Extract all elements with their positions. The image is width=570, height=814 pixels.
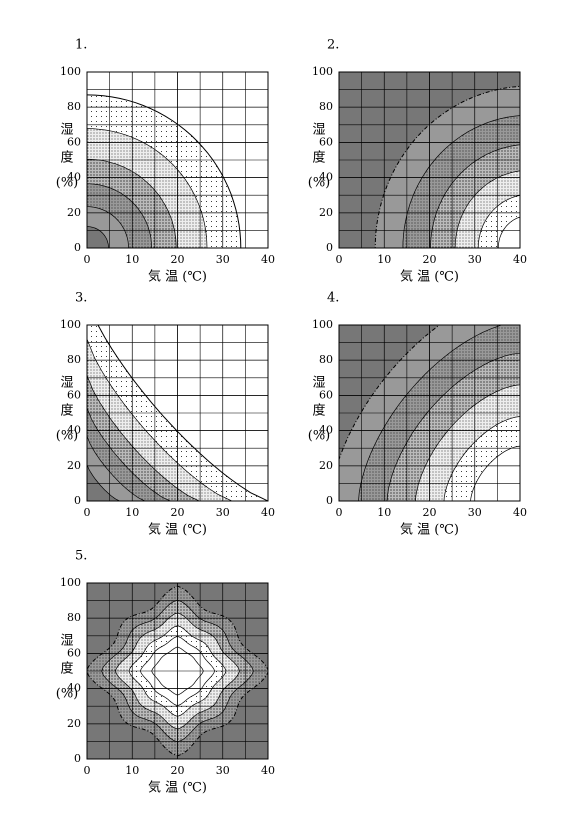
y-tick-label: 0	[326, 494, 333, 507]
y-tick-label: 20	[67, 206, 81, 219]
chart-title: 5.	[75, 549, 87, 564]
chart-title: 2.	[327, 38, 339, 53]
y-tick-label: 40	[319, 424, 333, 437]
x-tick-label: 40	[261, 764, 275, 777]
zone	[87, 226, 109, 248]
y-axis-label: 湿	[60, 123, 73, 138]
y-tick-label: 100	[312, 318, 333, 331]
y-axis-label: 度	[60, 150, 73, 166]
y-tick-label: 80	[67, 611, 81, 624]
zone	[470, 445, 520, 501]
y-tick-label: 100	[60, 65, 81, 78]
chart: 4. 0 20 40 60 80 100 0 10 20 30 40 気 温 (℃) 湿度 (%)	[308, 291, 527, 538]
chart: 2. 0 20 40 60 80 100 0 10 20 30 40 気 温 (℃) 湿度 (%)	[308, 38, 527, 285]
x-tick-label: 0	[336, 506, 343, 519]
chart-title: 3.	[75, 291, 87, 306]
x-axis-label: 気 温 (℃)	[148, 269, 207, 285]
x-tick-label: 30	[216, 253, 230, 266]
x-tick-label: 0	[84, 253, 91, 266]
x-axis-label: 気 温 (℃)	[400, 522, 459, 538]
x-tick-label: 10	[377, 253, 391, 266]
y-axis-label: 度	[60, 661, 73, 677]
y-axis-label: 湿	[312, 123, 325, 138]
y-tick-label: 0	[326, 241, 333, 254]
y-tick-label: 0	[74, 241, 81, 254]
y-axis-label: 湿	[60, 376, 73, 391]
y-axis-label: (%)	[56, 429, 79, 444]
x-tick-label: 40	[513, 253, 527, 266]
plot-frame	[86, 582, 269, 760]
y-tick-label: 20	[67, 459, 81, 472]
chart-title: 4.	[327, 291, 339, 306]
y-tick-label: 80	[67, 353, 81, 366]
x-tick-label: 40	[261, 253, 275, 266]
plot-frame	[338, 324, 521, 502]
x-tick-label: 20	[171, 764, 185, 777]
chart: 1. 0 20 40 60 80 100 0 10 20 30 40 気 温 (℃) 湿度 (%)	[56, 38, 275, 285]
x-tick-label: 40	[261, 506, 275, 519]
y-tick-label: 20	[319, 206, 333, 219]
x-tick-label: 10	[377, 506, 391, 519]
chart: 5. 0 20 40 60 80 100 0 10 20 30 40 気 温 (℃) 湿度 (%)	[56, 549, 275, 796]
y-tick-label: 60	[319, 135, 333, 148]
y-tick-label: 60	[319, 388, 333, 401]
y-tick-label: 20	[319, 459, 333, 472]
y-tick-label: 100	[60, 318, 81, 331]
y-tick-label: 40	[67, 682, 81, 695]
plot-frame	[338, 71, 521, 249]
y-tick-label: 60	[67, 646, 81, 659]
plot-frame	[86, 71, 269, 249]
chart: 3. 0 20 40 60 80 100 0 10 20 30 40 気 温 (℃) 湿度 (%)	[56, 291, 275, 538]
x-axis-label: 気 温 (℃)	[148, 522, 207, 538]
y-tick-label: 80	[319, 353, 333, 366]
y-axis-label: 度	[60, 403, 73, 419]
chart-title: 1.	[75, 38, 87, 53]
x-tick-label: 30	[216, 506, 230, 519]
x-tick-label: 20	[423, 506, 437, 519]
y-axis-label: 度	[312, 403, 325, 419]
x-tick-label: 20	[171, 506, 185, 519]
y-axis-label: 湿	[312, 376, 325, 391]
y-axis-label: (%)	[308, 429, 331, 444]
x-tick-label: 30	[468, 253, 482, 266]
y-tick-label: 40	[67, 424, 81, 437]
y-tick-label: 60	[67, 388, 81, 401]
y-axis-label: (%)	[56, 176, 79, 191]
y-tick-label: 100	[60, 576, 81, 589]
zone	[87, 435, 146, 501]
y-tick-label: 100	[312, 65, 333, 78]
x-tick-label: 10	[125, 506, 139, 519]
x-tick-label: 30	[468, 506, 482, 519]
x-tick-label: 10	[125, 253, 139, 266]
y-tick-label: 0	[74, 752, 81, 765]
y-tick-label: 80	[67, 100, 81, 113]
x-tick-label: 0	[84, 506, 91, 519]
y-axis-label: (%)	[56, 687, 79, 702]
x-tick-label: 10	[125, 764, 139, 777]
x-tick-label: 0	[84, 764, 91, 777]
x-tick-label: 0	[336, 253, 343, 266]
plot-frame	[86, 324, 269, 502]
y-tick-label: 40	[67, 171, 81, 184]
y-tick-label: 20	[67, 717, 81, 730]
zone	[497, 216, 520, 248]
y-axis-label: (%)	[308, 176, 331, 191]
y-tick-label: 0	[74, 494, 81, 507]
x-axis-label: 気 温 (℃)	[148, 780, 207, 796]
y-axis-label: 湿	[60, 634, 73, 649]
y-tick-label: 60	[67, 135, 81, 148]
x-tick-label: 30	[216, 764, 230, 777]
x-axis-label: 気 温 (℃)	[400, 269, 459, 285]
zone	[87, 463, 121, 501]
x-tick-label: 20	[171, 253, 185, 266]
y-tick-label: 80	[319, 100, 333, 113]
y-axis-label: 度	[312, 150, 325, 166]
y-tick-label: 40	[319, 171, 333, 184]
x-tick-label: 40	[513, 506, 527, 519]
x-tick-label: 20	[423, 253, 437, 266]
